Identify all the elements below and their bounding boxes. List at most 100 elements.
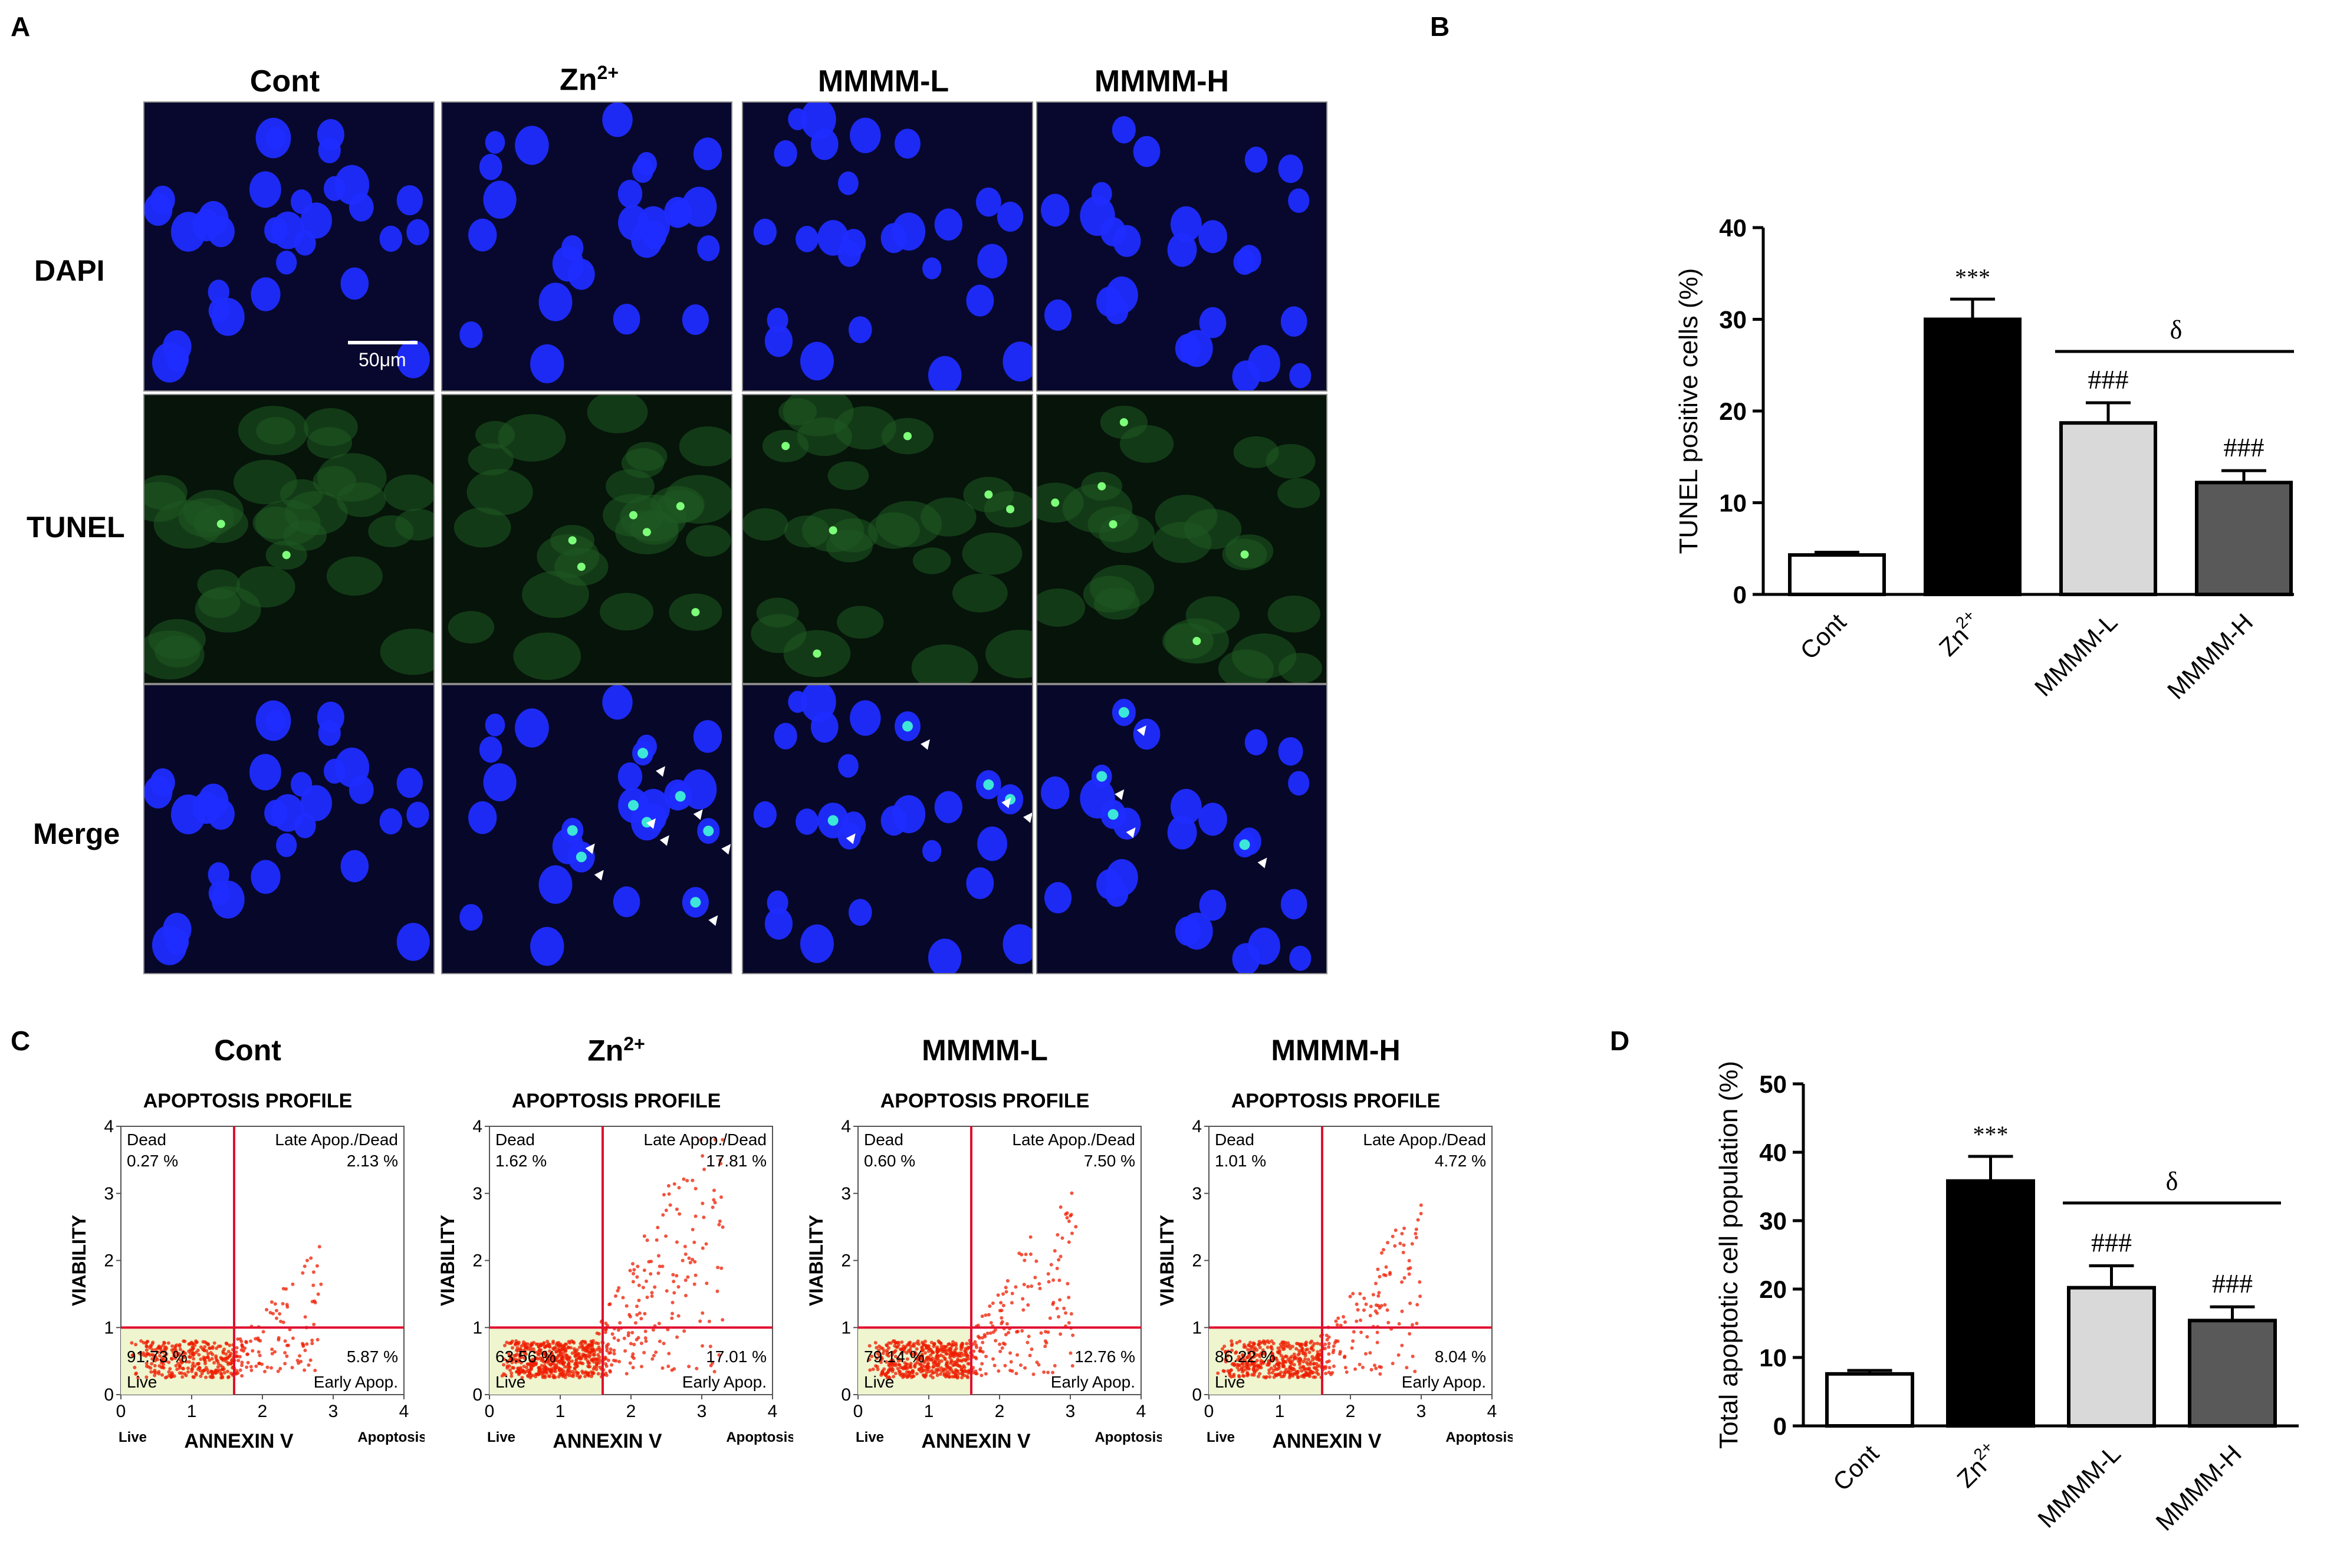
x-tick-label: 3: [1416, 1402, 1427, 1421]
y-axis-label: TUNEL positive cells (%): [1674, 268, 1703, 554]
y-tick-label: 30: [1759, 1207, 1787, 1235]
x-axis-label: ANNEXIN V: [921, 1430, 1030, 1452]
y-tick-label: 2: [1192, 1251, 1202, 1271]
y-tick-label: 4: [1192, 1117, 1202, 1136]
x-tick-label: 4: [1487, 1402, 1497, 1421]
micrograph-merge-2: [742, 684, 1033, 974]
y-tick-label: 4: [472, 1117, 482, 1136]
micrograph-merge-1: [441, 684, 732, 974]
quadrant-late-value: 7.50 %: [1084, 1152, 1135, 1170]
micrograph-dapi-1: [441, 101, 732, 392]
significance-label: ###: [2224, 432, 2264, 462]
y-axis-label: VIABILITY: [71, 1215, 90, 1306]
panel-label-b: B: [1430, 11, 1450, 42]
scale-bar: [348, 341, 418, 344]
group-header-mmmm-h: MMMM-H: [1094, 64, 1230, 98]
x-axis-right-note: Apoptosis: [1095, 1429, 1162, 1445]
micrograph-tunel-3: [1036, 394, 1327, 684]
x-tick-label: MMMM-L: [2032, 1439, 2126, 1533]
quadrant-dead-label: Dead: [864, 1130, 903, 1149]
group-header-cont: Cont: [249, 64, 320, 98]
quadrant-dead-value: 1.62 %: [495, 1152, 547, 1170]
x-axis-left-note: Live: [856, 1429, 884, 1445]
x-tick-label: 0: [485, 1402, 495, 1421]
y-tick-label: 0: [1773, 1412, 1787, 1440]
flow-plot-title: MMMM-H: [1271, 1034, 1401, 1067]
y-tick-label: 3: [472, 1184, 482, 1204]
x-tick-label: 2: [1346, 1402, 1356, 1421]
bar: [2067, 1286, 2156, 1428]
quadrant-dead-value: 0.27 %: [127, 1152, 178, 1170]
y-tick-label: 4: [104, 1117, 114, 1136]
quadrant-dead-label: Dead: [1215, 1130, 1254, 1149]
x-axis-left-note: Live: [1207, 1429, 1235, 1445]
micrograph-tunel-2: [742, 394, 1033, 684]
y-tick-label: 1: [841, 1318, 851, 1337]
y-tick-label: 10: [1759, 1344, 1787, 1372]
y-tick-label: 0: [1192, 1385, 1202, 1405]
x-axis-right-note: Apoptosis: [1445, 1429, 1513, 1445]
y-tick-label: 50: [1759, 1070, 1787, 1098]
x-tick-label: 3: [1066, 1402, 1076, 1421]
flow-plot-title: MMMM-L: [922, 1034, 1048, 1067]
bracket-label: δ: [2170, 315, 2183, 344]
x-tick-label: 1: [187, 1402, 197, 1421]
y-tick-label: 1: [104, 1318, 114, 1337]
x-axis-right-note: Apoptosis: [726, 1429, 793, 1445]
quadrant-live-label: Live: [495, 1373, 525, 1391]
flow-plot-subtitle: APOPTOSIS PROFILE: [511, 1090, 721, 1112]
y-tick-label: 0: [841, 1385, 851, 1405]
quadrant-late-value: 4.72 %: [1435, 1152, 1486, 1170]
x-tick-label: 3: [697, 1402, 707, 1421]
y-tick-label: 40: [1759, 1139, 1787, 1166]
panel-d-bar-chart: 0 10 20 30 40 50 Total apoptotic cell populati…: [1714, 1061, 2299, 1536]
x-axis-label: ANNEXIN V: [1272, 1430, 1381, 1452]
quadrant-early-label: Early Apop.: [1402, 1373, 1486, 1391]
micrograph-merge-3: [1036, 684, 1327, 974]
y-tick-label: 20: [1759, 1276, 1787, 1303]
flow-plot-title: Zn2+: [587, 1033, 645, 1067]
quadrant-live-value: 91.73 %: [127, 1347, 188, 1366]
quadrant-early-value: 5.87 %: [347, 1347, 398, 1366]
x-tick-label: 0: [853, 1402, 863, 1421]
x-tick-label: 1: [924, 1402, 934, 1421]
x-tick-label: 1: [556, 1402, 566, 1421]
quadrant-late-label: Late Apop./Dead: [1363, 1130, 1486, 1149]
group-header-zn: Zn2+: [559, 62, 619, 97]
quadrant-late-value: 2.13 %: [347, 1152, 398, 1170]
panel-b-bar-chart: 0 10 20 30 40 TUNEL positive cells (%) Cont ***…: [1674, 214, 2294, 705]
micrograph-tunel-1: [441, 394, 732, 684]
quadrant-early-value: 8.04 %: [1435, 1347, 1486, 1366]
micrograph-dapi-0: [143, 101, 435, 392]
flow-plot-subtitle: APOPTOSIS PROFILE: [880, 1090, 1090, 1112]
panel-label-c: C: [11, 1025, 31, 1056]
y-tick-label: 30: [1719, 306, 1747, 334]
quadrant-early-label: Early Apop.: [314, 1373, 398, 1391]
quadrant-early-label: Early Apop.: [682, 1373, 767, 1391]
y-axis-label: VIABILITY: [1159, 1215, 1178, 1306]
x-tick-label: MMMM-H: [2162, 608, 2259, 705]
x-tick-label: Zn2+: [1950, 1438, 2005, 1493]
quadrant-late-label: Late Apop./Dead: [1012, 1130, 1135, 1149]
panel-label-a: A: [11, 11, 31, 42]
flow-plot-subtitle: APOPTOSIS PROFILE: [143, 1090, 353, 1112]
quadrant-dead-label: Dead: [495, 1130, 535, 1149]
bracket-label: δ: [2166, 1167, 2178, 1196]
quadrant-live-value: 63.56 %: [495, 1347, 556, 1366]
quadrant-dead-value: 0.60 %: [864, 1152, 915, 1170]
y-tick-label: 3: [841, 1184, 851, 1204]
y-tick-label: 2: [841, 1251, 851, 1271]
x-tick-label: 4: [1136, 1402, 1146, 1421]
row-label-dapi: DAPI: [34, 254, 105, 287]
y-axis-label: VIABILITY: [439, 1215, 458, 1306]
y-tick-label: 3: [104, 1184, 114, 1204]
row-label-merge: Merge: [33, 817, 120, 850]
x-tick-label: 3: [328, 1402, 338, 1421]
bar: [2195, 481, 2293, 597]
quadrant-live-label: Live: [1215, 1373, 1245, 1391]
quadrant-live-label: Live: [127, 1373, 157, 1391]
bar: [2188, 1319, 2277, 1428]
quadrant-dead-label: Dead: [127, 1130, 166, 1149]
x-tick-label: MMMM-L: [2029, 608, 2123, 702]
bar: [1946, 1179, 2035, 1428]
